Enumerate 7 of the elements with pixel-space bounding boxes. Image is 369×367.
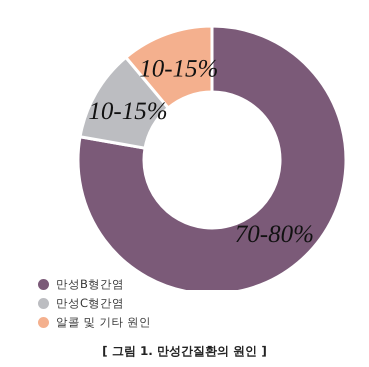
data-label: 70-80%	[234, 220, 314, 248]
legend-label: 만성C형간염	[56, 296, 124, 311]
text: [ 그림 1. 만성간질환의 원인 ]	[101, 343, 268, 360]
data-label: 10-15%	[139, 55, 218, 82]
legend-label: 알콜 및 기타 원인	[56, 315, 151, 330]
data-label: 10-15%	[88, 98, 168, 125]
legend-label: 만성B형간염	[56, 277, 124, 292]
